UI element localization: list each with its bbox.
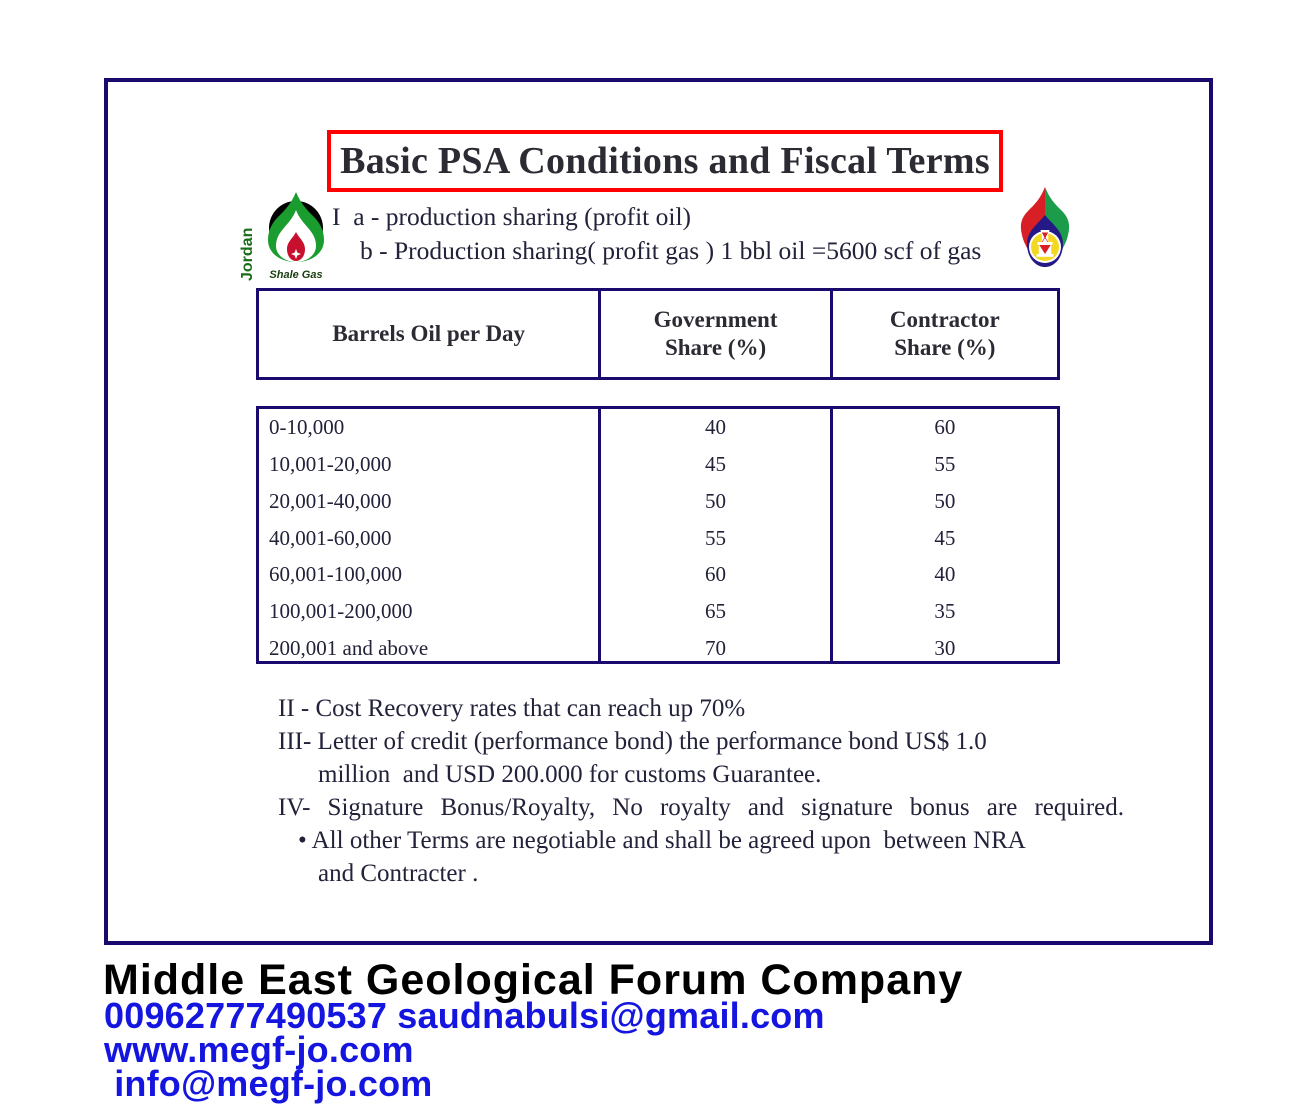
svg-text:Jordan: Jordan [239,228,256,281]
svg-text:Shale Gas: Shale Gas [269,269,322,281]
